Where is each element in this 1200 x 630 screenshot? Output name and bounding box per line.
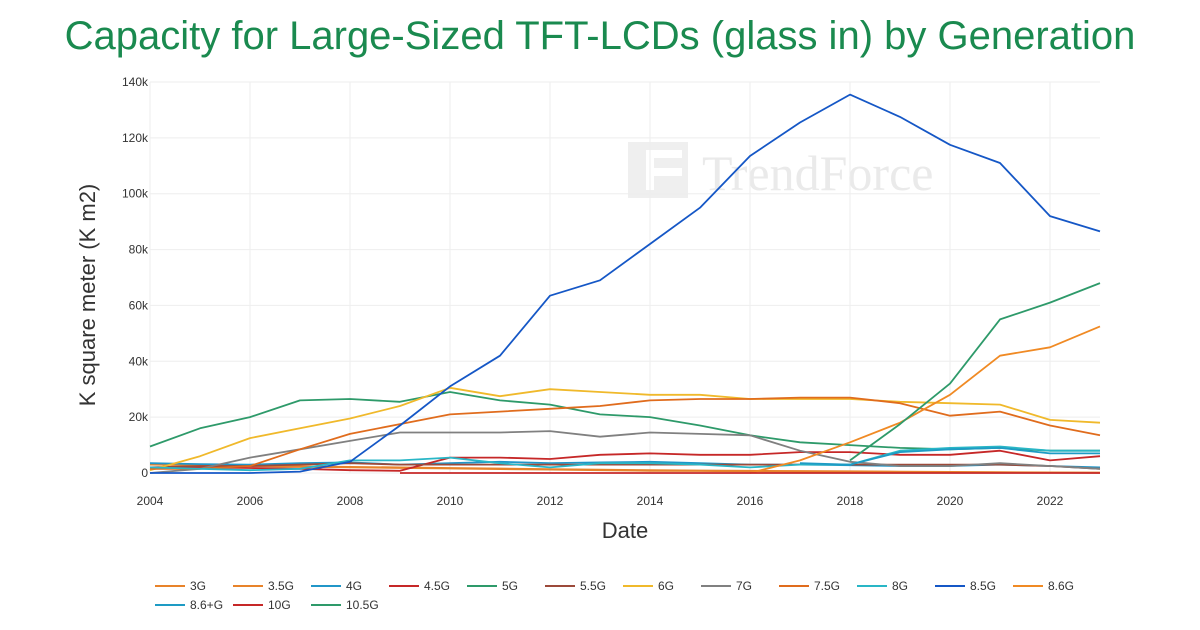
- y-tick-label: 140k: [122, 75, 149, 89]
- series-line-6G[interactable]: [149, 386, 1101, 472]
- legend-item[interactable]: 8.5G: [935, 579, 996, 593]
- legend-label: 3.5G: [268, 579, 294, 593]
- legend-label: 8.5G: [970, 579, 996, 593]
- series-line-8-6-G[interactable]: [799, 446, 1100, 466]
- series-line-4-5G[interactable]: [150, 449, 1101, 472]
- legend-label: 3G: [190, 579, 206, 593]
- series-line-8-5G[interactable]: [150, 93, 1101, 474]
- series-line-8G[interactable]: [149, 445, 1100, 472]
- legend-label: 5.5G: [580, 579, 606, 593]
- chart-title: Capacity for Large-Sized TFT-LCDs (glass…: [64, 14, 1136, 58]
- legend-item[interactable]: 5G: [467, 579, 518, 593]
- legend-item[interactable]: 5.5G: [545, 579, 606, 593]
- legend-label: 6G: [658, 579, 674, 593]
- legend-item[interactable]: 8G: [857, 579, 908, 593]
- series-line-5-5G[interactable]: [149, 462, 1101, 470]
- legend-item[interactable]: 8.6G: [1013, 579, 1074, 593]
- legend-item[interactable]: 10.5G: [311, 598, 379, 612]
- legend-item[interactable]: 7.5G: [779, 579, 840, 593]
- series-line-7G[interactable]: [149, 430, 1101, 474]
- legend-item[interactable]: 6G: [623, 579, 674, 593]
- y-tick-label: 40k: [129, 354, 149, 368]
- y-tick-label: 0: [141, 466, 148, 480]
- legend-label: 5G: [502, 579, 518, 593]
- legend-label: 4.5G: [424, 579, 450, 593]
- legend-item[interactable]: 3.5G: [233, 579, 294, 593]
- y-axis-title: K square meter (K m2): [75, 184, 100, 407]
- legend-label: 7.5G: [814, 579, 840, 593]
- x-tick-label: 2020: [937, 494, 964, 508]
- x-tick-label: 2006: [237, 494, 264, 508]
- legend-label: 4G: [346, 579, 362, 593]
- y-tick-label: 20k: [129, 410, 149, 424]
- x-tick-label: 2016: [737, 494, 764, 508]
- legend-item[interactable]: 4G: [311, 579, 362, 593]
- x-tick-label: 2012: [537, 494, 564, 508]
- y-tick-label: 120k: [122, 131, 149, 145]
- series-line-7-5G[interactable]: [150, 396, 1101, 470]
- x-tick-label: 2004: [137, 494, 164, 508]
- series-line-8-6G[interactable]: [749, 325, 1101, 474]
- watermark-text: TrendForce: [702, 145, 933, 201]
- y-tick-label: 100k: [122, 187, 149, 201]
- legend-label: 10G: [268, 598, 291, 612]
- legend-item[interactable]: 8.6+G: [155, 598, 223, 612]
- series-line-5G[interactable]: [149, 391, 1100, 452]
- x-tick-label: 2010: [437, 494, 464, 508]
- x-tick-label: 2008: [337, 494, 364, 508]
- y-tick-label: 60k: [129, 298, 149, 312]
- legend: 3G 3.5G 4G 4.5G 5G 5.5G 6G 7G 7.5G 8G 8.5G 8.6G 8.6+…: [155, 579, 1074, 612]
- x-tick-label: 2014: [637, 494, 664, 508]
- legend-item[interactable]: 4.5G: [389, 579, 450, 593]
- trendforce-watermark: TrendForce: [628, 142, 933, 201]
- x-axis-title: Date: [602, 518, 648, 543]
- x-tick-label: 2018: [837, 494, 864, 508]
- x-tick-label: 2022: [1037, 494, 1064, 508]
- legend-label: 8.6G: [1048, 579, 1074, 593]
- legend-label: 8G: [892, 579, 908, 593]
- legend-label: 10.5G: [346, 598, 379, 612]
- legend-item[interactable]: 7G: [701, 579, 752, 593]
- legend-label: 8.6+G: [190, 598, 223, 612]
- legend-label: 7G: [736, 579, 752, 593]
- legend-item[interactable]: 3G: [155, 579, 206, 593]
- y-tick-label: 80k: [129, 243, 149, 257]
- series-line-10-5G[interactable]: [849, 282, 1101, 462]
- legend-item[interactable]: 10G: [233, 598, 291, 612]
